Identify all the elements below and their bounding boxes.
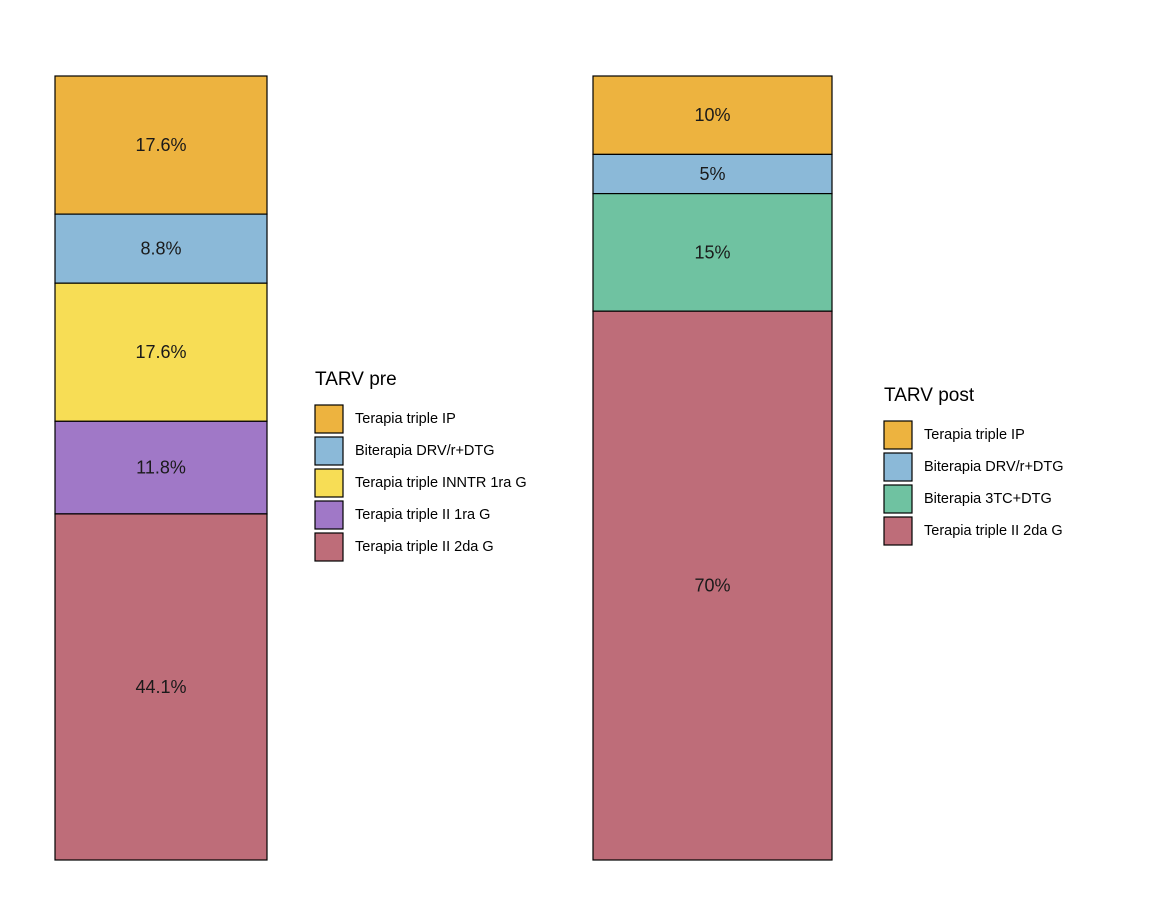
legend-label: Terapia triple II 2da G (355, 539, 494, 555)
segment-value-label: 44.1% (135, 677, 186, 697)
legend-title: TARV pre (315, 369, 397, 390)
legend-label: Terapia triple II 1ra G (355, 507, 490, 523)
segment-value-label: 5% (699, 164, 725, 184)
legend-swatch-biterapia-drv-r-dtg (883, 452, 913, 482)
bar-segment-terapia-triple-ip (54, 75, 268, 215)
legend-swatch-terapia-triple-inntr-1ra-g (314, 468, 344, 498)
legend-label: Terapia triple II 2da G (924, 523, 1063, 539)
segment-value-label: 15% (694, 242, 730, 262)
bar-segment-biterapia-3tc-dtg (592, 193, 833, 312)
legend-label: Biterapia DRV/r+DTG (924, 459, 1064, 475)
legend-label: Biterapia 3TC+DTG (924, 491, 1052, 507)
segment-value-label: 10% (694, 105, 730, 125)
legend: TARV post Terapia triple IP Biterapia DRV/… (883, 385, 1064, 546)
legend-swatch-terapia-triple-ii-2da-g (314, 532, 344, 562)
bar-segment-terapia-triple-ii-2da-g (592, 310, 833, 861)
legend-label: Terapia triple IP (924, 427, 1025, 443)
legend-swatch-biterapia-3tc-dtg (883, 484, 913, 514)
chart-panel-post: 10% 5% 15% 70% TARV post Terapia triple IP Bit… (592, 75, 1064, 861)
bar-segment-biterapia-drv-r-dtg (54, 213, 268, 284)
bar-segment-terapia-triple-ii-2da-g (54, 513, 268, 861)
segment-value-label: 70% (694, 576, 730, 596)
segment-value-label: 11.8% (136, 458, 186, 478)
legend: TARV pre Terapia triple IP Biterapia DRV/r… (314, 369, 527, 562)
legend-label: Terapia triple IP (355, 411, 456, 427)
bar-segment-terapia-triple-ip (592, 75, 833, 156)
legend-swatch-terapia-triple-ii-1ra-g (314, 500, 344, 530)
legend-swatch-terapia-triple-ip (883, 420, 913, 450)
bar-segment-terapia-triple-ii-1ra-g (54, 420, 268, 515)
legend-label: Biterapia DRV/r+DTG (355, 443, 495, 459)
segment-value-label: 17.6% (135, 342, 186, 362)
bar-segment-terapia-triple-inntr-1ra-g (54, 282, 268, 422)
legend-swatch-terapia-triple-ii-2da-g (883, 516, 913, 546)
segment-value-label: 17.6% (135, 135, 186, 155)
legend-title: TARV post (884, 385, 975, 406)
legend-label: Terapia triple INNTR 1ra G (355, 475, 527, 491)
legend-swatch-terapia-triple-ip (314, 404, 344, 434)
segment-value-label: 8.8% (140, 239, 181, 259)
legend-swatch-biterapia-drv-r-dtg (314, 436, 344, 466)
chart-panel-pre: 17.6% 8.8% 17.6% 11.8% 44.1% TARV pre Terapia … (54, 75, 527, 861)
